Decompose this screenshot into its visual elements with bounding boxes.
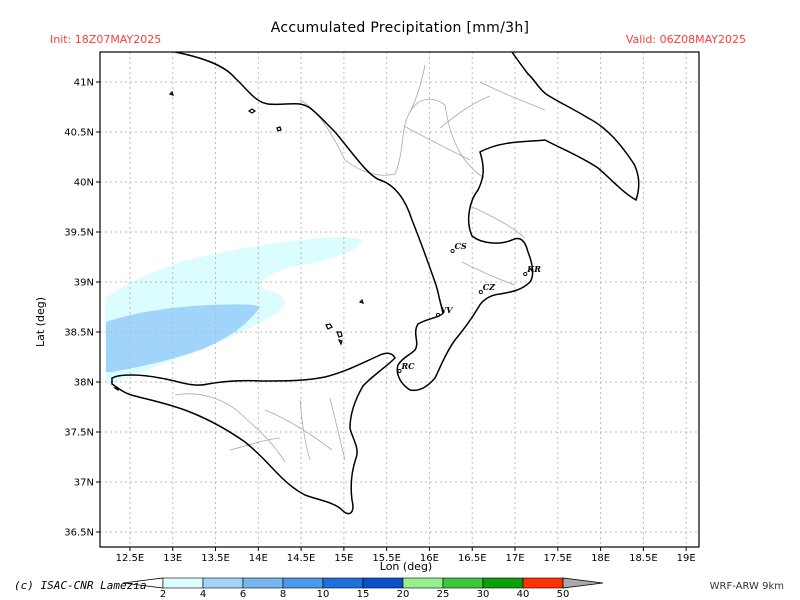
colorbar-label: 4 xyxy=(200,589,206,600)
colorbar-label: 10 xyxy=(317,589,330,600)
colorbar-swatch xyxy=(162,577,204,589)
lon-tick-label: 17.5E xyxy=(544,553,573,564)
lat-tick-label: 38N xyxy=(74,378,94,389)
city-label-cz: CZ xyxy=(483,282,496,292)
colorbar-swatch xyxy=(442,577,484,589)
lon-tick-labels: 12.5E 13E 13.5E 14E 14.5E 15E 15.5E 16E 16.5E 17E… xyxy=(116,547,696,564)
colorbar-label: 15 xyxy=(357,589,370,600)
colorbar-swatch xyxy=(282,577,324,589)
lat-tick-label: 40.5N xyxy=(64,128,94,139)
precip-area-4-6mm xyxy=(106,304,260,372)
colorbar-swatch xyxy=(242,577,284,589)
colorbar-swatch xyxy=(202,577,244,589)
lat-tick-labels: 36.5N 37N 37.5N 38N 38.5N 39N 39.5N 40N 40.5N 41N xyxy=(64,78,100,539)
lon-tick-label: 18.5E xyxy=(629,553,658,564)
colorbar-label: 20 xyxy=(397,589,410,600)
colorbar-label: 40 xyxy=(517,589,530,600)
lat-tick-label: 41N xyxy=(74,78,94,89)
lon-tick-label: 16E xyxy=(420,553,439,564)
lat-tick-label: 39.5N xyxy=(64,228,94,239)
lat-tick-label: 37.5N xyxy=(64,428,94,439)
city-label-vv: VV xyxy=(440,305,453,315)
model-label: WRF-ARW 9km xyxy=(709,581,784,592)
lat-tick-label: 38.5N xyxy=(64,328,94,339)
y-axis-label: Lat (deg) xyxy=(34,297,47,347)
lon-tick-label: 15E xyxy=(334,553,353,564)
colorbar-label: 50 xyxy=(557,589,570,600)
city-label-kr: KR xyxy=(526,264,541,274)
city-label-rc: RC xyxy=(401,361,416,371)
colorbar-swatch xyxy=(402,577,444,589)
credit-text: (c) ISAC-CNR Lamezia xyxy=(14,579,147,592)
lon-tick-label: 13.5E xyxy=(201,553,230,564)
lat-tick-label: 39N xyxy=(74,278,94,289)
lat-tick-label: 36.5N xyxy=(64,528,94,539)
colorbar-swatch xyxy=(522,577,564,589)
colorbar-label: 25 xyxy=(437,589,450,600)
city-marker-rc xyxy=(397,368,402,374)
plot-frame xyxy=(99,51,700,548)
colorbar-swatch xyxy=(482,577,524,589)
lon-tick-label: 18E xyxy=(591,553,610,564)
small-islands xyxy=(113,90,364,392)
city-marker-cs xyxy=(450,248,455,254)
lon-tick-label: 19E xyxy=(677,553,696,564)
colorbar-swatch xyxy=(322,577,364,589)
colorbar-label: 2 xyxy=(160,589,166,600)
lon-tick-label: 13E xyxy=(163,553,182,564)
city-marker-vv xyxy=(435,312,441,318)
colorbar-label: 30 xyxy=(477,589,490,600)
city-marker-cz xyxy=(478,289,483,295)
coastline-sicily xyxy=(111,352,396,515)
colorbar-label: 6 xyxy=(240,589,246,600)
init-time: Init: 18Z07MAY2025 xyxy=(50,33,162,46)
lon-tick-label: 14E xyxy=(249,553,268,564)
colorbar-label: 8 xyxy=(280,589,286,600)
lon-tick-label: 12.5E xyxy=(116,553,145,564)
valid-time: Valid: 06Z08MAY2025 xyxy=(625,33,746,46)
lon-tick-label: 16.5E xyxy=(458,553,487,564)
coastline-mainland xyxy=(174,52,640,392)
lon-tick-label: 17E xyxy=(505,553,524,564)
lat-tick-label: 37N xyxy=(74,478,94,489)
x-axis-label: Lon (deg) xyxy=(380,560,432,573)
lat-tick-label: 40N xyxy=(74,178,94,189)
lon-tick-label: 15.5E xyxy=(372,553,401,564)
map-title: Accumulated Precipitation [mm/3h] xyxy=(270,20,530,36)
lon-tick-label: 14.5E xyxy=(287,553,316,564)
colorbar-swatch xyxy=(362,577,404,589)
city-label-cs: CS xyxy=(455,241,467,251)
colorbar: 2 4 6 8 10 15 20 25 30 40 50 xyxy=(122,577,604,600)
cities-layer: CS KR CZ VV RC xyxy=(397,241,541,374)
colorbar-high-triangle xyxy=(562,577,604,589)
city-marker-kr xyxy=(523,271,528,277)
